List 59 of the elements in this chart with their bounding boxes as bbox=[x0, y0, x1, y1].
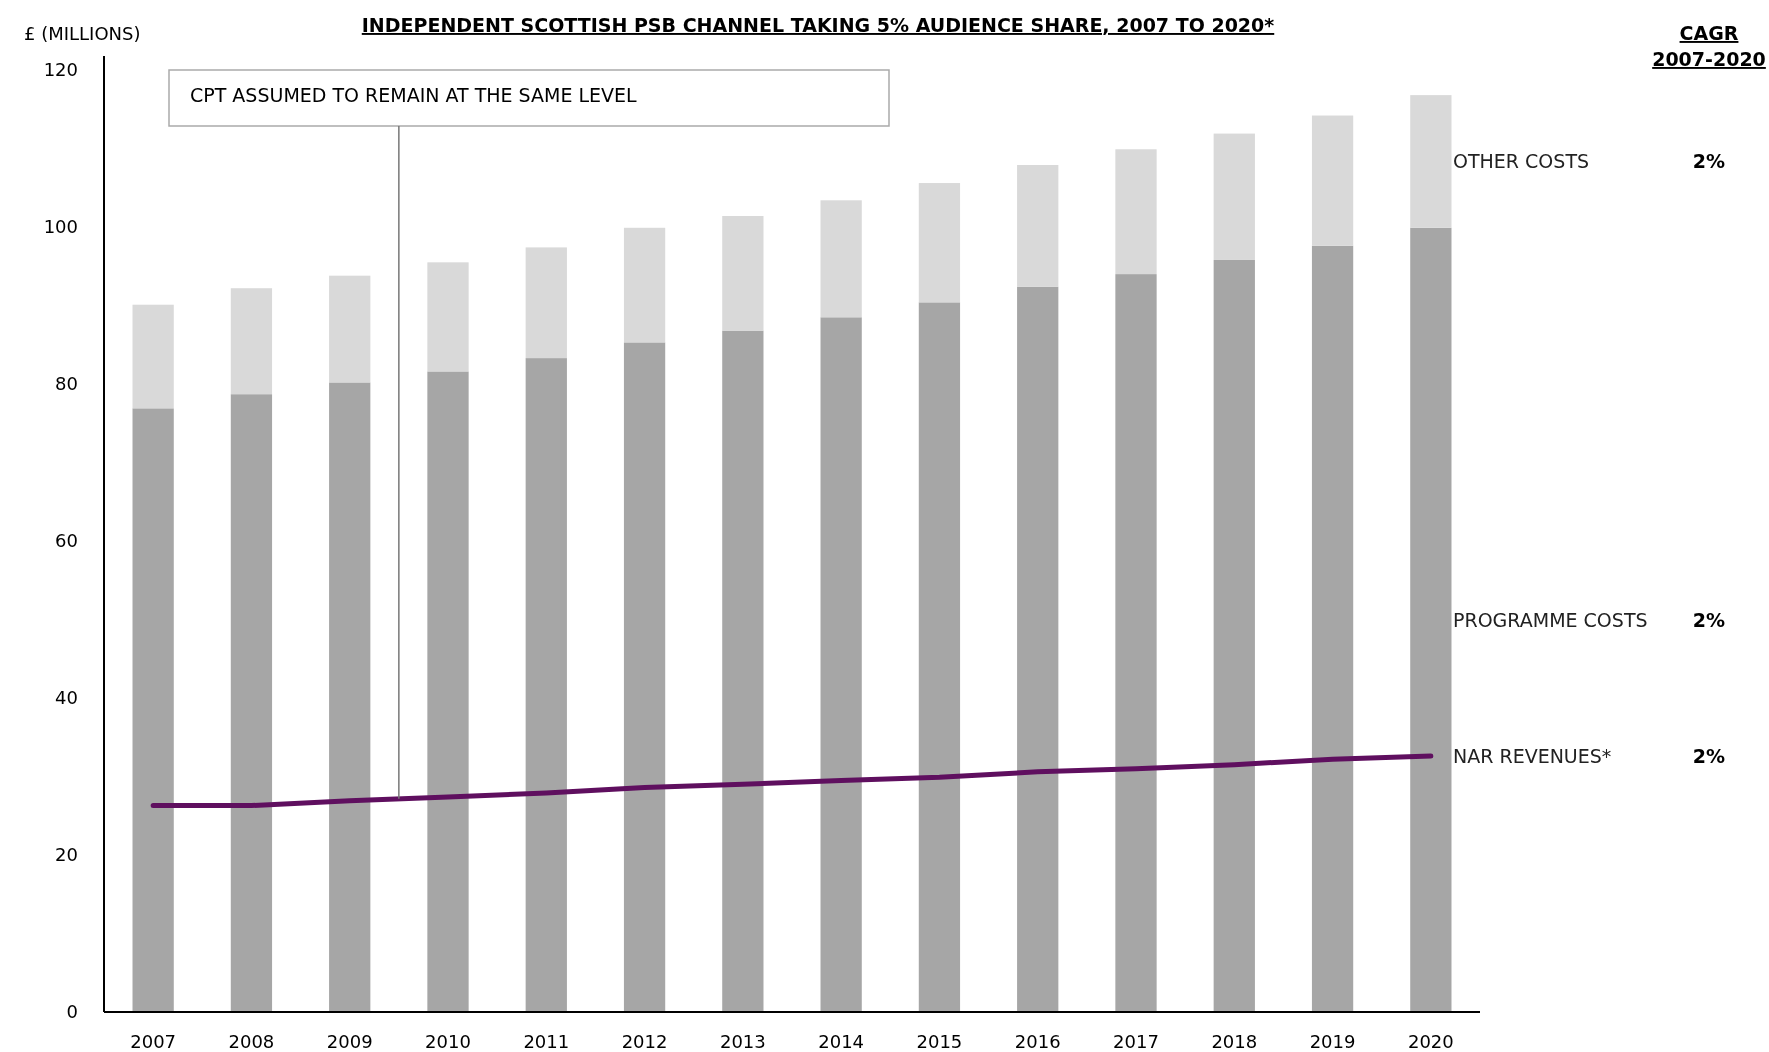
bar bbox=[918, 183, 961, 303]
bar bbox=[132, 304, 174, 409]
bar bbox=[722, 216, 764, 331]
bar bbox=[1410, 227, 1452, 1012]
bar bbox=[623, 342, 666, 1012]
series-label: OTHER COSTS bbox=[1453, 150, 1590, 173]
y-tick-label: 20 bbox=[55, 844, 78, 866]
bar bbox=[427, 262, 469, 372]
bar bbox=[1311, 245, 1354, 1012]
bar bbox=[329, 382, 371, 1012]
y-tick-label: 40 bbox=[55, 687, 78, 709]
bar bbox=[1311, 115, 1354, 246]
x-tick-label: 2016 bbox=[1014, 1031, 1061, 1052]
x-tick-label: 2018 bbox=[1211, 1031, 1258, 1052]
y-tick-label: 120 bbox=[43, 59, 78, 81]
y-axis-title: £ (MILLIONS) bbox=[24, 23, 141, 44]
bar bbox=[329, 275, 371, 383]
bar bbox=[820, 200, 862, 318]
x-tick-label: 2015 bbox=[916, 1031, 963, 1052]
x-tick-label: 2017 bbox=[1113, 1031, 1159, 1052]
series-label: PROGRAMME COSTS bbox=[1453, 608, 1648, 631]
series-label: NAR REVENUES* bbox=[1453, 744, 1612, 767]
bar bbox=[132, 408, 174, 1012]
bar bbox=[427, 371, 469, 1012]
y-tick-label: 100 bbox=[43, 216, 78, 238]
x-tick-label: 2019 bbox=[1309, 1031, 1356, 1052]
x-tick-label: 2010 bbox=[425, 1031, 471, 1052]
x-tick-label: 2020 bbox=[1407, 1031, 1454, 1052]
bar bbox=[722, 330, 764, 1012]
y-tick-label: 80 bbox=[55, 373, 78, 395]
x-tick-label: 2014 bbox=[818, 1031, 865, 1052]
bar bbox=[1017, 286, 1059, 1012]
x-tick-label: 2012 bbox=[621, 1031, 668, 1052]
x-tick-label: 2011 bbox=[523, 1031, 570, 1052]
bar bbox=[918, 302, 961, 1012]
y-tick-label: 0 bbox=[66, 1001, 78, 1023]
chart-title: INDEPENDENT SCOTTISH PSB CHANNEL TAKING 5% AUDIENCE SHARE, 2007 TO 2020* bbox=[361, 14, 1275, 36]
bar bbox=[525, 247, 567, 359]
bar bbox=[623, 227, 666, 343]
text: CAGR 2007-2020 bbox=[1652, 22, 1766, 70]
x-tick-label: 2009 bbox=[326, 1031, 373, 1052]
bar bbox=[820, 317, 862, 1012]
bar bbox=[525, 358, 567, 1012]
bar bbox=[1115, 149, 1157, 275]
bar bbox=[1017, 164, 1059, 287]
bar bbox=[230, 288, 273, 395]
text: 2% bbox=[1692, 744, 1726, 767]
annotation: CPT ASSUMED TO REMAIN AT THE SAME LEVEL bbox=[190, 84, 638, 106]
x-tick-label: 2013 bbox=[719, 1031, 766, 1052]
x-tick-label: 2008 bbox=[228, 1031, 275, 1052]
x-tick-label: 2007 bbox=[130, 1031, 177, 1052]
bar bbox=[1213, 133, 1255, 260]
bar bbox=[230, 394, 273, 1012]
y-tick-label: 60 bbox=[55, 530, 78, 552]
bar bbox=[1213, 259, 1255, 1012]
bar bbox=[1115, 274, 1157, 1012]
text: 2% bbox=[1692, 150, 1726, 173]
text: 2% bbox=[1692, 608, 1726, 631]
bar bbox=[1410, 95, 1452, 228]
